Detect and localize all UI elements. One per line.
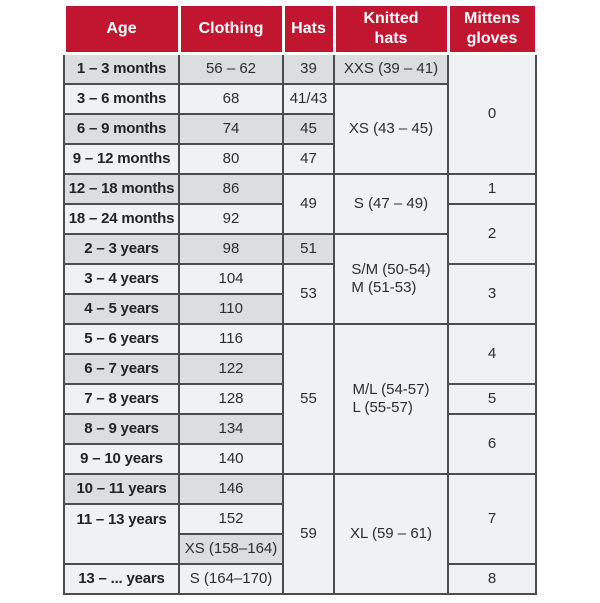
knitted-hats-cell: XL (59 – 61) <box>333 472 449 595</box>
table-row: 13 – ... years S (164–170) 8 <box>63 562 537 595</box>
age-cell: 9 – 10 years <box>63 442 180 475</box>
age-cell: 11 – 13 years <box>63 502 180 565</box>
age-cell: 8 – 9 years <box>63 412 180 445</box>
table-row: 9 – 10 years 140 <box>63 442 536 475</box>
age-cell: 13 – ... years <box>63 562 180 595</box>
hats-cell: 59 <box>282 472 335 595</box>
mittens-cell: 2 <box>447 202 537 265</box>
table-row: 9 – 12 months 80 47 <box>63 142 536 175</box>
clothing-cell: 152 <box>178 502 284 535</box>
clothing-cell: 122 <box>178 352 284 385</box>
col-header-age: Age <box>62 3 181 55</box>
table-row: XS (158–164) <box>64 532 536 565</box>
age-cell: 18 – 24 months <box>63 202 180 235</box>
table-row: 3 – 6 months 68 41/43 XS (43 – 45) <box>63 82 536 175</box>
table-row: 4 – 5 years 110 <box>63 292 536 325</box>
clothing-cell: 140 <box>178 442 284 475</box>
table-row: 3 – 4 years 104 53 3 <box>63 262 537 325</box>
mittens-cell: 7 <box>447 472 537 565</box>
age-cell: 3 – 6 months <box>63 82 180 115</box>
col-header-hats: Hats <box>281 3 336 55</box>
col-header-clothing: Clothing <box>177 3 285 55</box>
table-row: 10 – 11 years 146 59 XL (59 – 61) 7 <box>63 472 537 595</box>
table-row: 8 – 9 years 134 6 <box>63 412 537 475</box>
hats-cell: 45 <box>282 112 335 145</box>
mittens-cell: 5 <box>447 382 537 415</box>
age-cell: 1 – 3 months <box>63 52 180 85</box>
table-row: 5 – 6 years 116 55 M/L (54-57) L (55-57)… <box>63 322 537 475</box>
knitted-hats-cell: S (47 – 49) <box>333 172 449 235</box>
clothing-cell: 80 <box>178 142 284 175</box>
age-cell: 12 – 18 months <box>63 172 180 205</box>
clothing-cell: 68 <box>178 82 284 115</box>
table-row: 6 – 7 years 122 <box>63 352 536 385</box>
clothing-cell: 86 <box>178 172 284 205</box>
table-row: 6 – 9 months 74 45 <box>63 112 536 145</box>
clothing-cell: S (164–170) <box>178 562 284 595</box>
knitted-hats-cell: XXS (39 – 41) <box>333 52 449 85</box>
clothing-cell: 92 <box>178 202 284 235</box>
knitted-hats-label: S/M (50-54) M (51-53) <box>351 260 431 296</box>
mittens-cell: 4 <box>447 322 537 385</box>
mittens-cell: 0 <box>447 52 537 175</box>
age-cell: 9 – 12 months <box>63 142 180 175</box>
hats-cell: 39 <box>282 52 335 85</box>
clothing-cell: 104 <box>178 262 284 295</box>
knitted-hats-cell: XS (43 – 45) <box>333 82 449 175</box>
age-cell: 6 – 7 years <box>63 352 180 385</box>
clothing-cell: 116 <box>178 322 284 355</box>
table-row: 7 – 8 years 128 5 <box>63 382 537 415</box>
age-cell: 2 – 3 years <box>63 232 180 265</box>
mittens-cell: 6 <box>447 412 537 475</box>
hats-cell: 47 <box>282 142 335 175</box>
clothing-cell: 146 <box>178 472 284 505</box>
table-row: 12 – 18 months 86 49 S (47 – 49) 1 <box>63 172 537 235</box>
age-cell: 10 – 11 years <box>63 472 180 505</box>
hats-cell: 41/43 <box>282 82 335 115</box>
knitted-hats-cell: S/M (50-54) M (51-53) <box>333 232 449 325</box>
hats-cell: 53 <box>282 262 335 325</box>
clothing-cell: 134 <box>178 412 284 445</box>
clothing-cell: XS (158–164) <box>178 532 284 565</box>
knitted-hats-label: M/L (54-57) L (55-57) <box>352 380 430 416</box>
table-row: 11 – 13 years 152 <box>63 502 536 565</box>
mittens-cell: 3 <box>447 262 537 325</box>
mittens-cell: 1 <box>447 172 537 205</box>
age-cell: 5 – 6 years <box>63 322 180 355</box>
clothing-cell: 74 <box>178 112 284 145</box>
col-header-knitted-hats: Knitted hats <box>332 3 450 55</box>
hats-cell: 51 <box>282 232 335 265</box>
table-row: 2 – 3 years 98 51 S/M (50-54) M (51-53) <box>63 232 536 325</box>
mittens-cell: 8 <box>447 562 537 595</box>
age-cell: 3 – 4 years <box>63 262 180 295</box>
clothing-cell: 110 <box>178 292 284 325</box>
hats-cell: 49 <box>282 172 335 235</box>
header-row: Age Clothing Hats Knitted hats Mittens g… <box>62 3 538 55</box>
knitted-hats-cell: M/L (54-57) L (55-57) <box>333 322 449 475</box>
age-cell: 7 – 8 years <box>63 382 180 415</box>
hats-cell: 55 <box>282 322 335 475</box>
kids-size-chart-table: Age Clothing Hats Knitted hats Mittens g… <box>62 3 538 595</box>
age-cell: 6 – 9 months <box>63 112 180 145</box>
age-cell: 4 – 5 years <box>63 292 180 325</box>
col-header-mittens-gloves: Mittens gloves <box>446 3 538 55</box>
clothing-cell: 128 <box>178 382 284 415</box>
clothing-cell: 56 – 62 <box>178 52 284 85</box>
table-row: 18 – 24 months 92 2 <box>63 202 537 265</box>
clothing-cell: 98 <box>178 232 284 265</box>
table-row: 1 – 3 months 56 – 62 39 XXS (39 – 41) 0 <box>63 52 537 175</box>
